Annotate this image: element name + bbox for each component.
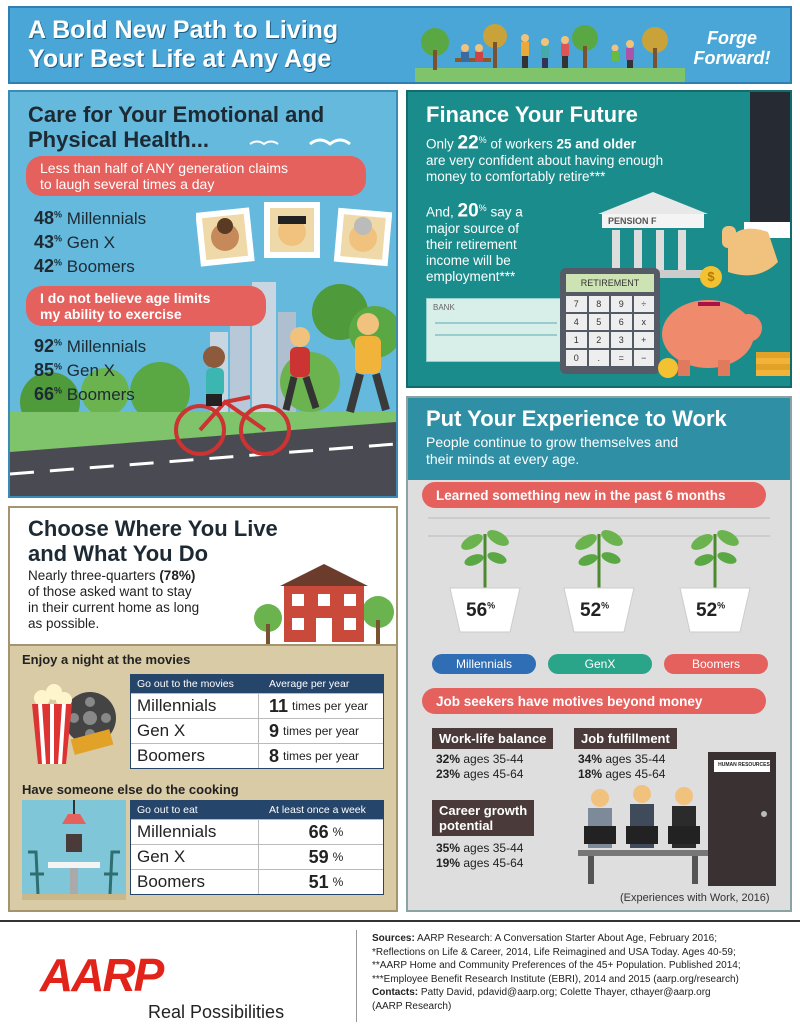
choose-title: Choose Where You Live and What You Do (28, 516, 278, 566)
choose-stat-text: Nearly three-quarters (78%) of those ask… (28, 568, 200, 631)
calculator-key: 1 (566, 332, 587, 348)
experience-header (408, 398, 790, 480)
experience-source-note: (Experiences with Work, 2016) (620, 892, 770, 904)
footer: AARP Real Possibilities Sources: AARP Re… (0, 920, 800, 1028)
hand-with-coin-illustration (722, 92, 790, 276)
learned-pill: Learned something new in the past 6 mont… (422, 482, 766, 508)
choose-panel: Choose Where You Live and What You Do Ne… (8, 506, 398, 912)
calculator-key: 7 (566, 296, 587, 312)
calculator-key: 5 (588, 314, 609, 330)
plant-value: 52 (696, 600, 718, 621)
calculator-key: ÷ (633, 296, 654, 312)
motive-career-line2: 19% ages 45-64 (436, 856, 524, 870)
tag-boomers: Boomers (664, 654, 768, 674)
table-row: Boomers 51% (131, 869, 383, 894)
plant-value: 56 (466, 600, 488, 621)
calculator-key: 0 (566, 350, 587, 366)
plant-icon (679, 530, 751, 633)
movies-table-header: Go out to the movies Average per year (131, 675, 383, 693)
page-title: A Bold New Path to Living Your Best Life… (28, 16, 339, 73)
pension-label: PENSION F (608, 216, 657, 226)
motive-career-line1: 35% ages 35-44 (436, 841, 524, 855)
table-row: Millennials 11 times per year (131, 693, 383, 718)
finance-title: Finance Your Future (426, 102, 638, 127)
dining-table-icon (22, 800, 126, 900)
calculator-key: − (633, 350, 654, 366)
laugh-pill: Less than half of ANY generation claims … (26, 156, 366, 196)
park-scene-illustration (415, 24, 685, 82)
experience-subtitle: People continue to grow themselves and t… (426, 434, 679, 467)
motive-fulfillment-line2: 18% ages 45-64 (578, 767, 666, 781)
forge-forward-slogan: Forge Forward! (693, 28, 771, 68)
exercise-stat-genx: 85% Gen X (34, 360, 115, 380)
health-background-illustration (10, 138, 396, 496)
plant-millennials: 56% (442, 514, 528, 639)
motive-career-title: Career growth potential (432, 800, 535, 836)
popcorn-film-icon (32, 684, 116, 764)
laugh-stat-genx: 43% Gen X (34, 232, 115, 252)
exercise-pill: I do not believe age limits my ability t… (26, 286, 266, 326)
motive-work-life-title: Work-life balance (432, 728, 554, 749)
table-row: Boomers 8 times per year (131, 743, 383, 768)
motive-work-life-line2: 23% ages 45-64 (436, 767, 524, 781)
health-title: Care for Your Emotional and Physical Hea… (28, 102, 325, 152)
job-seekers-illustration (578, 752, 776, 886)
plant-genx: 52% (556, 514, 642, 639)
restaurant-scene (22, 800, 126, 900)
laugh-stat-boomers: 42% Boomers (34, 256, 135, 276)
aarp-logo: AARP (40, 949, 164, 1001)
experience-title: Put Your Experience to Work (426, 406, 727, 431)
table-row: Millennials 66% (131, 819, 383, 844)
calculator-key: + (633, 332, 654, 348)
house-icon (254, 564, 394, 646)
motive-fulfillment-line1: 34% ages 35-44 (578, 752, 666, 766)
movies-heading: Enjoy a night at the movies (22, 652, 191, 667)
finance-panel: Finance Your Future Only 22% of workers … (406, 90, 792, 388)
tag-genx: GenX (548, 654, 652, 674)
table-row: Gen X 9 times per year (131, 718, 383, 743)
tag-millennials: Millennials (432, 654, 536, 674)
finance-stat-20: And, 20% say a major source of their ret… (426, 200, 523, 284)
sources-block: Sources: AARP Research: A Conversation S… (372, 933, 741, 1012)
finance-stat-22: Only 22% of workers 25 and older are ver… (426, 132, 664, 184)
calculator-key: = (611, 350, 632, 366)
calculator-key: x (633, 314, 654, 330)
exercise-stat-boomers: 66% Boomers (34, 384, 135, 404)
calculator-key: 9 (611, 296, 632, 312)
plant-icon (563, 530, 635, 633)
calculator-keypad: 7 8 9 ÷ 4 5 6 x 1 2 3 +0. = − (566, 296, 654, 366)
calculator-key: 6 (611, 314, 632, 330)
generation-portraits (196, 202, 392, 267)
experience-panel: Put Your Experience to Work People conti… (406, 396, 792, 912)
motive-work-life-line1: 32% ages 35-44 (436, 752, 524, 766)
plant-value: 52 (580, 600, 602, 621)
cooking-table-header: Go out to eat At least once a week (131, 801, 383, 819)
table-row: Gen X 59% (131, 844, 383, 869)
calculator-key: 3 (611, 332, 632, 348)
calculator-key: 8 (588, 296, 609, 312)
calculator-key: . (588, 350, 609, 366)
calculator: RETIREMENT 7 8 9 ÷ 4 5 6 x 1 2 3 +0. = − (560, 268, 660, 374)
health-panel: Care for Your Emotional and Physical Hea… (8, 90, 398, 498)
plant-boomers: 52% (672, 514, 758, 639)
pension-building-icon (598, 192, 708, 278)
movies-table: Go out to the movies Average per year Mi… (130, 674, 384, 769)
bank-check: BANK (426, 298, 566, 362)
motive-fulfillment-title: Job fulfillment (574, 728, 677, 749)
piggy-bank-icon (658, 300, 790, 378)
cooking-table: Go out to eat At least once a week Mille… (130, 800, 384, 895)
motives-pill: Job seekers have motives beyond money (422, 688, 766, 714)
aarp-tagline: Real Possibilities (148, 1002, 285, 1022)
header-banner: A Bold New Path to Living Your Best Life… (8, 6, 792, 84)
plant-icon (449, 530, 521, 633)
laugh-stat-millennials: 48% Millennials (34, 208, 147, 228)
calculator-key: 2 (588, 332, 609, 348)
cooking-heading: Have someone else do the cooking (22, 782, 239, 797)
coin-icon: $ (700, 266, 722, 288)
calculator-key: 4 (566, 314, 587, 330)
door-sign: HUMAN RESOURCES (718, 762, 770, 768)
exercise-stat-millennials: 92% Millennials (34, 336, 147, 356)
